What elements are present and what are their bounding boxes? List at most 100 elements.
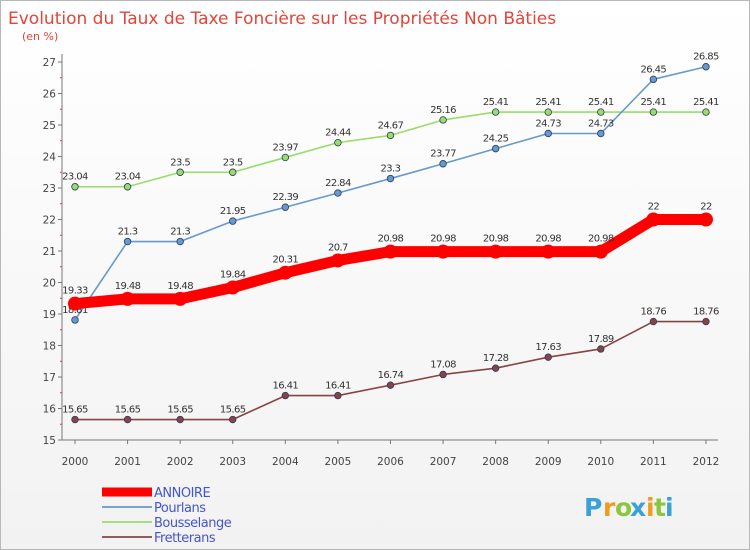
data-point — [123, 415, 132, 424]
data-point — [541, 244, 556, 259]
data-point — [649, 317, 658, 326]
legend-label: ANNOIRE — [154, 486, 210, 501]
data-point — [386, 381, 395, 389]
data-label: 25.41 — [693, 97, 719, 108]
data-point — [649, 75, 658, 84]
data-label: 22.84 — [325, 178, 351, 189]
data-label: 25.41 — [641, 97, 667, 108]
data-point — [229, 415, 237, 424]
data-label: 24.44 — [325, 128, 351, 139]
data-label: 23.3 — [381, 164, 401, 175]
data-point — [123, 183, 132, 191]
data-label: 19.84 — [220, 270, 246, 281]
data-point — [334, 189, 342, 197]
data-point — [229, 168, 237, 176]
legend-item-pourlans: Pourlans — [102, 501, 207, 516]
data-label: 21.95 — [220, 206, 246, 217]
data-label: 21.3 — [118, 227, 138, 238]
data-label: 23.97 — [272, 142, 298, 153]
data-point — [649, 108, 658, 116]
data-point — [597, 108, 605, 116]
data-label: 20.98 — [588, 234, 614, 245]
series-bousselange: 23.04 23.04 23.5 23.5 23.97 24.44 24.67 25.16 25… — [62, 97, 720, 191]
data-point — [334, 391, 342, 400]
series-layer: 23.04 23.04 23.5 23.5 23.97 24.44 24.67 25.16 25… — [62, 52, 720, 424]
x-tick-label: 2002 — [167, 456, 194, 468]
data-label: 24.67 — [378, 120, 404, 131]
legend-label: Pourlans — [154, 501, 206, 516]
data-label: 17.89 — [588, 334, 614, 345]
data-label: 20.7 — [328, 242, 348, 253]
data-label: 22 — [648, 202, 660, 213]
data-point — [176, 168, 184, 176]
data-label: 22 — [700, 202, 712, 213]
x-tick-label: 2005 — [325, 456, 352, 468]
logo-letter: t — [654, 493, 666, 522]
data-point — [597, 129, 605, 138]
logo-letter: x — [630, 493, 646, 522]
data-point — [544, 108, 552, 116]
data-point — [646, 212, 661, 227]
data-point — [225, 280, 240, 295]
logo-letter: o — [615, 493, 632, 522]
x-tick-label: 2010 — [587, 456, 614, 468]
y-tick-label: 17 — [43, 372, 56, 384]
data-label: 24.73 — [535, 119, 561, 130]
data-point — [702, 108, 710, 116]
x-tick-label: 2000 — [62, 456, 89, 468]
data-point — [597, 345, 605, 353]
data-point — [383, 244, 398, 259]
logo-letter: i — [665, 493, 674, 522]
data-label: 20.31 — [272, 255, 298, 266]
series-pourlans: 18.8121.321.321.9522.3922.8423.323.7724.… — [62, 52, 720, 324]
data-label: 20.98 — [378, 234, 404, 245]
legend-item-fretterans: Fretterans — [102, 531, 216, 546]
data-label: 17.08 — [430, 359, 456, 370]
y-tick-label: 21 — [43, 246, 56, 258]
y-tick-label: 25 — [43, 120, 56, 132]
x-tick-label: 2003 — [219, 456, 246, 468]
data-label: 18.76 — [641, 307, 667, 318]
data-label: 26.45 — [641, 64, 667, 75]
data-label: 23.04 — [115, 172, 141, 183]
data-label: 25.41 — [483, 97, 509, 108]
data-point — [229, 217, 237, 225]
x-tick-label: 2007 — [430, 456, 457, 468]
data-point — [330, 253, 345, 268]
data-label: 23.5 — [223, 157, 243, 168]
data-label: 19.48 — [167, 281, 193, 292]
data-label: 17.63 — [535, 342, 561, 353]
data-label: 19.33 — [62, 286, 88, 297]
data-point — [176, 415, 184, 424]
legend-label: Fretterans — [154, 531, 216, 546]
data-point — [386, 131, 395, 140]
data-label: 21.3 — [170, 227, 190, 238]
legend-label: Bousselange — [154, 516, 232, 531]
data-label: 20.98 — [430, 234, 456, 245]
data-label: 25.41 — [588, 97, 614, 108]
legend-item-annoire: ANNOIRE — [102, 486, 211, 501]
data-label: 22.39 — [272, 192, 298, 203]
data-point — [436, 244, 451, 259]
data-point — [491, 108, 500, 116]
y-tick-label: 18 — [43, 341, 56, 353]
data-point — [491, 144, 500, 153]
x-tick-label: 2006 — [377, 456, 404, 468]
data-label: 25.16 — [430, 105, 456, 116]
data-label: 20.98 — [483, 234, 509, 245]
logo-letter: i — [646, 493, 655, 522]
chart-title: Evolution du Taux de Taxe Foncière sur l… — [8, 9, 556, 29]
data-point — [176, 237, 184, 246]
series-annoire: 19.33 19.48 19.48 19.84 20.31 20.7 20.98 20.98 2… — [62, 202, 713, 311]
data-point — [281, 153, 290, 162]
y-tick-label: 16 — [43, 404, 57, 416]
y-tick-label: 27 — [43, 57, 56, 69]
data-point — [68, 296, 82, 311]
data-point — [488, 244, 503, 259]
data-label: 25.41 — [535, 97, 561, 108]
x-tick-label: 2004 — [272, 456, 299, 468]
data-point — [439, 160, 447, 168]
